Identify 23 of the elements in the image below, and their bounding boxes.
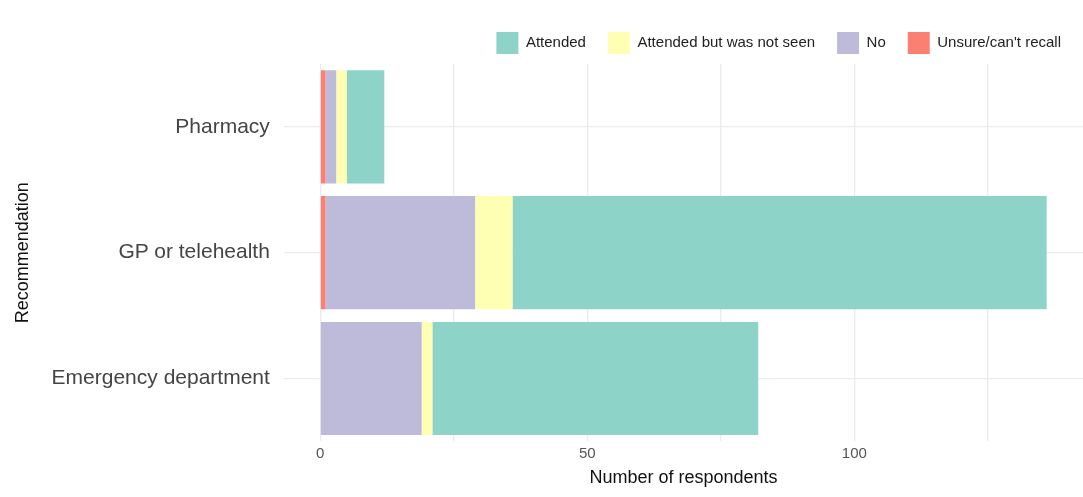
y-tick-label: Emergency department — [51, 365, 271, 389]
bar — [320, 196, 326, 310]
bar — [325, 70, 337, 184]
bar — [336, 70, 347, 184]
x-tick-label: 0 — [316, 443, 325, 461]
y-tick-label: GP or telehealth — [118, 239, 270, 263]
x-axis-title: Number of respondents — [589, 467, 778, 488]
legend-label: Attended but was not seen — [637, 33, 816, 51]
x-tick-label: 100 — [841, 443, 867, 461]
bar — [320, 70, 326, 184]
legend-label: Attended — [525, 33, 586, 51]
bar — [325, 196, 476, 310]
legend-label: No — [866, 33, 886, 51]
bar — [320, 321, 422, 436]
bar — [432, 321, 759, 436]
bar — [421, 321, 433, 436]
y-axis-title: Recommendation — [11, 182, 32, 324]
x-tick-label: 50 — [578, 443, 596, 461]
legend-label: Unsure/can't recall — [937, 33, 1061, 51]
bar — [475, 196, 513, 310]
y-tick-label: Pharmacy — [175, 113, 271, 137]
bar — [512, 196, 1047, 310]
bar — [346, 70, 385, 184]
